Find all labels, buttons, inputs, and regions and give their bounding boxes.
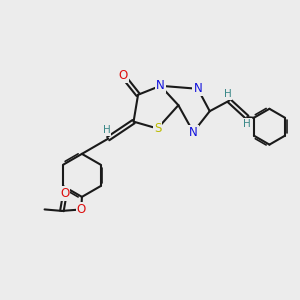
Text: O: O [77, 203, 86, 216]
Text: H: H [224, 89, 232, 99]
Text: N: N [189, 126, 198, 139]
Text: N: N [194, 82, 202, 95]
Text: O: O [118, 69, 128, 82]
Text: S: S [154, 122, 161, 135]
Text: N: N [156, 79, 165, 92]
Text: O: O [60, 187, 70, 200]
Text: H: H [103, 125, 111, 135]
Text: H: H [243, 119, 251, 129]
